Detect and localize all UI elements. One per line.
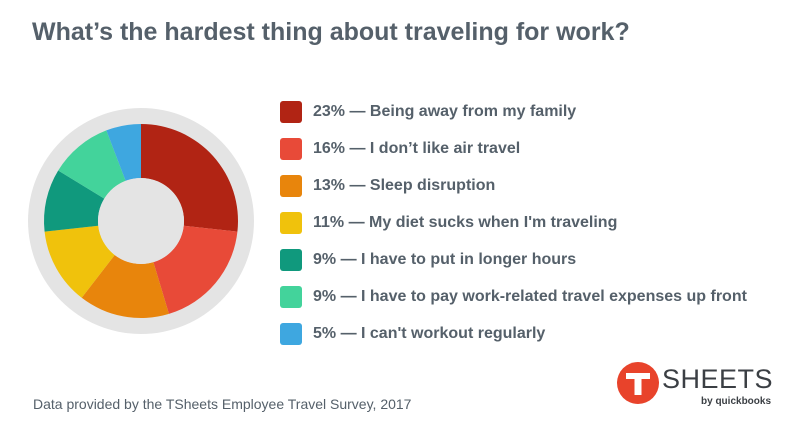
donut-slice [81, 255, 169, 318]
legend-item: 13% — Sleep disruption [280, 167, 747, 204]
tsheets-logo: SHEETS by quickbooks [617, 361, 777, 411]
legend-swatch [280, 211, 302, 234]
legend-label: 9% — I have to pay work-related travel e… [313, 287, 747, 305]
legend-swatch [280, 322, 302, 345]
donut-chart [28, 108, 254, 334]
legend-label: 13% — Sleep disruption [313, 176, 496, 194]
donut-slice [153, 225, 238, 314]
donut-slice [58, 130, 126, 199]
donut-slice [44, 170, 105, 232]
legend-item: 9% — I have to pay work-related travel e… [280, 278, 747, 315]
legend-swatch [280, 248, 302, 271]
source-footnote: Data provided by the TSheets Employee Tr… [33, 396, 412, 412]
logo-wordmark: SHEETS [662, 364, 774, 394]
chart-legend: 23% — Being away from my family 16% — I … [280, 93, 747, 352]
legend-label: 11% — My diet sucks when I'm traveling [313, 213, 618, 231]
legend-item: 5% — I can't workout regularly [280, 315, 747, 352]
chart-title: What’s the hardest thing about traveling… [32, 18, 630, 46]
legend-item: 23% — Being away from my family [280, 93, 747, 130]
legend-item: 16% — I don’t like air travel [280, 130, 747, 167]
legend-label: 23% — Being away from my family [313, 102, 577, 120]
donut-slice [44, 225, 115, 298]
legend-item: 9% — I have to put in longer hours [280, 241, 747, 278]
legend-swatch [280, 174, 302, 197]
donut-slice [106, 124, 141, 181]
legend-swatch [280, 137, 302, 160]
logo-byline: by quickbooks [701, 396, 772, 407]
legend-label: 16% — I don’t like air travel [313, 139, 521, 157]
donut-hole [98, 178, 184, 264]
donut-slice [141, 124, 238, 232]
legend-swatch [280, 100, 302, 123]
legend-swatch [280, 285, 302, 308]
legend-label: 9% — I have to put in longer hours [313, 250, 577, 268]
logo-t-icon [626, 373, 650, 395]
legend-label: 5% — I can't workout regularly [313, 324, 546, 342]
legend-item: 11% — My diet sucks when I'm traveling [280, 204, 747, 241]
